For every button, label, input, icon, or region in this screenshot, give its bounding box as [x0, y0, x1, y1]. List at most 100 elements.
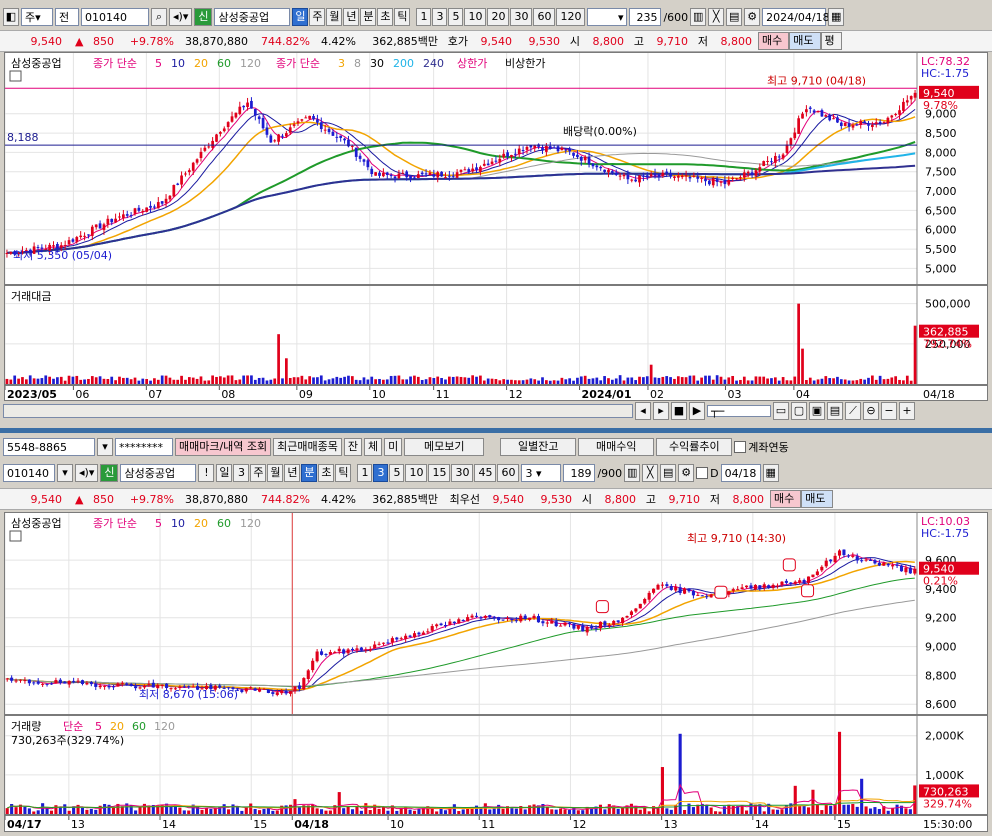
- buy-button[interactable]: 매수: [758, 32, 790, 50]
- volume-bar: [271, 810, 275, 814]
- volume-bar: [855, 380, 859, 384]
- top-minute-step-5[interactable]: 30: [510, 8, 533, 26]
- bottom-timeframe-tab-3[interactable]: 월: [267, 464, 284, 482]
- bottom-buy-button[interactable]: 매수: [770, 490, 802, 508]
- bottom-timeframe-tab-5[interactable]: 분: [301, 464, 318, 482]
- return-trend-button[interactable]: 수익률추이: [656, 438, 733, 456]
- password-input[interactable]: ********: [115, 438, 173, 456]
- bottom-timeframe-tab-0[interactable]: 일: [216, 464, 233, 482]
- candle-body: [311, 660, 315, 671]
- top-timeframe-tab-3[interactable]: 년: [343, 8, 360, 26]
- sound-icon[interactable]: ◂)▾: [169, 8, 193, 26]
- account-link-checkbox[interactable]: [734, 441, 747, 453]
- date-input[interactable]: 2024/04/18: [762, 8, 830, 26]
- print-icon[interactable]: ▤: [726, 8, 743, 26]
- eval-button[interactable]: 평: [820, 32, 842, 50]
- count-input[interactable]: 235: [629, 8, 662, 26]
- bottom-minute-step-2[interactable]: 5: [389, 464, 405, 482]
- draw-tool-icon[interactable]: ╳: [708, 8, 725, 26]
- split-divider[interactable]: [0, 428, 992, 433]
- top-minute-step-1[interactable]: 3: [432, 8, 448, 26]
- recent-trades-button[interactable]: 최근매매종목: [273, 438, 342, 456]
- top-timeframe-tab-0[interactable]: 일: [292, 8, 309, 26]
- filled-button[interactable]: 체: [364, 438, 383, 456]
- top-minute-step-3[interactable]: 10: [464, 8, 487, 26]
- bottom-stock-code-input[interactable]: 010140: [3, 464, 55, 482]
- gear-icon[interactable]: ⚙: [744, 8, 761, 26]
- account-dropdown-icon[interactable]: ▾: [97, 438, 113, 456]
- sell-button[interactable]: 매도: [789, 32, 821, 50]
- bottom-minute-step-6[interactable]: 45: [474, 464, 497, 482]
- account-select[interactable]: 5548-8865: [3, 438, 95, 456]
- window-menu-icon[interactable]: ◧: [3, 8, 19, 26]
- minus-icon[interactable]: −: [881, 402, 897, 420]
- top-timeframe-tab-5[interactable]: 초: [377, 8, 394, 26]
- bottom-price-pane[interactable]: 9,600 9,400 9,200 9,000 8,800 8,600 삼성중공업 종가 단순…: [4, 512, 988, 715]
- d-checkbox[interactable]: [696, 467, 709, 479]
- bottom-minute-step-3[interactable]: 10: [405, 464, 428, 482]
- scroll-left-icon[interactable]: ◂: [635, 402, 651, 420]
- top-minute-step-7[interactable]: 120: [556, 8, 586, 26]
- top-minute-step-2[interactable]: 5: [448, 8, 464, 26]
- bottom-print-icon[interactable]: ▤: [660, 464, 677, 482]
- bottom-timeframe-tab-4[interactable]: 년: [284, 464, 301, 482]
- market-select[interactable]: 주 ▾: [21, 8, 53, 26]
- bottom-code-dropdown-icon[interactable]: ▾: [57, 464, 73, 482]
- bottom-count-input[interactable]: 189: [563, 464, 596, 482]
- bottom-step-select[interactable]: 3 ▾: [521, 464, 562, 482]
- bottom-gear-icon[interactable]: ⚙: [678, 464, 695, 482]
- bottom-minute-step-1[interactable]: 3: [373, 464, 389, 482]
- period-mode-select[interactable]: 전: [55, 8, 79, 26]
- zoom-out-icon[interactable]: ⊖: [863, 402, 879, 420]
- bottom-minute-step-5[interactable]: 30: [451, 464, 474, 482]
- trend-icon[interactable]: ⟋: [845, 402, 861, 420]
- layout-icon-1[interactable]: ▭: [773, 402, 789, 420]
- bottom-timeframe-tab-1[interactable]: 3: [233, 464, 250, 482]
- alert-icon[interactable]: !: [198, 464, 215, 482]
- bottom-calendar-icon[interactable]: ▦: [762, 464, 779, 482]
- bottom-timeframe-tab-6[interactable]: 초: [318, 464, 335, 482]
- daily-balance-button[interactable]: 일별잔고: [500, 438, 577, 456]
- candle-body: [83, 235, 86, 237]
- bottom-timeframe-tab-2[interactable]: 주: [250, 464, 267, 482]
- bottom-minute-step-0[interactable]: 1: [357, 464, 373, 482]
- play-icon[interactable]: ▶: [689, 402, 705, 420]
- bottom-sound-icon[interactable]: ◂)▾: [75, 464, 99, 482]
- chart-type-icon[interactable]: ▥: [690, 8, 707, 26]
- unfilled-button[interactable]: 미: [384, 438, 403, 456]
- custom-step-select[interactable]: ▾: [587, 8, 628, 26]
- plus-icon[interactable]: +: [899, 402, 915, 420]
- layout-icon-3[interactable]: ▣: [809, 402, 825, 420]
- top-minute-step-4[interactable]: 20: [487, 8, 510, 26]
- top-minute-step-0[interactable]: 1: [416, 8, 432, 26]
- bottom-minute-step-7[interactable]: 60: [497, 464, 520, 482]
- top-timeframe-tab-1[interactable]: 주: [309, 8, 326, 26]
- top-timeframe-tab-4[interactable]: 분: [360, 8, 377, 26]
- candle-body: [691, 590, 695, 596]
- bottom-draw-tool-icon[interactable]: ╳: [642, 464, 659, 482]
- bottom-minute-step-4[interactable]: 15: [428, 464, 451, 482]
- scroll-right-icon[interactable]: ▸: [653, 402, 669, 420]
- memo-button[interactable]: 메모보기: [404, 438, 485, 456]
- bottom-chart-type-icon[interactable]: ▥: [624, 464, 641, 482]
- trade-mark-button[interactable]: 매매마크/내역 조회: [175, 438, 272, 456]
- bottom-volume-pane[interactable]: 2,000K 1,000K 거래량 단순 5 20 60 120 730,263주(329.74…: [4, 715, 988, 815]
- top-volume-pane[interactable]: 500,000 250,000 거래대금 362,885 792.74%: [4, 285, 988, 385]
- stock-code-input[interactable]: 010140: [81, 8, 149, 26]
- top-minute-step-6[interactable]: 60: [533, 8, 556, 26]
- calendar-icon[interactable]: ▦: [828, 8, 845, 26]
- layout-icon-2[interactable]: ▢: [791, 402, 807, 420]
- top-price-pane[interactable]: 9,000 8,500 8,000 7,500 7,000 6,500 6,000 5,500…: [4, 52, 988, 285]
- layout-icon-4[interactable]: ▤: [827, 402, 843, 420]
- trade-profit-button[interactable]: 매매수익: [578, 438, 655, 456]
- top-timeframe-tab-6[interactable]: 틱: [394, 8, 411, 26]
- top-timeframe-tab-2[interactable]: 월: [326, 8, 343, 26]
- zoom-slider[interactable]: ┬─: [707, 405, 771, 418]
- bottom-date-input[interactable]: 04/18: [720, 464, 761, 482]
- bottom-sell-button[interactable]: 매도: [801, 490, 833, 508]
- top-scrollbar[interactable]: [3, 404, 633, 418]
- bottom-timeframe-tab-7[interactable]: 틱: [335, 464, 352, 482]
- balance-button[interactable]: 잔: [343, 438, 363, 456]
- stop-icon[interactable]: ■: [671, 402, 687, 420]
- search-icon[interactable]: ⌕: [151, 8, 167, 26]
